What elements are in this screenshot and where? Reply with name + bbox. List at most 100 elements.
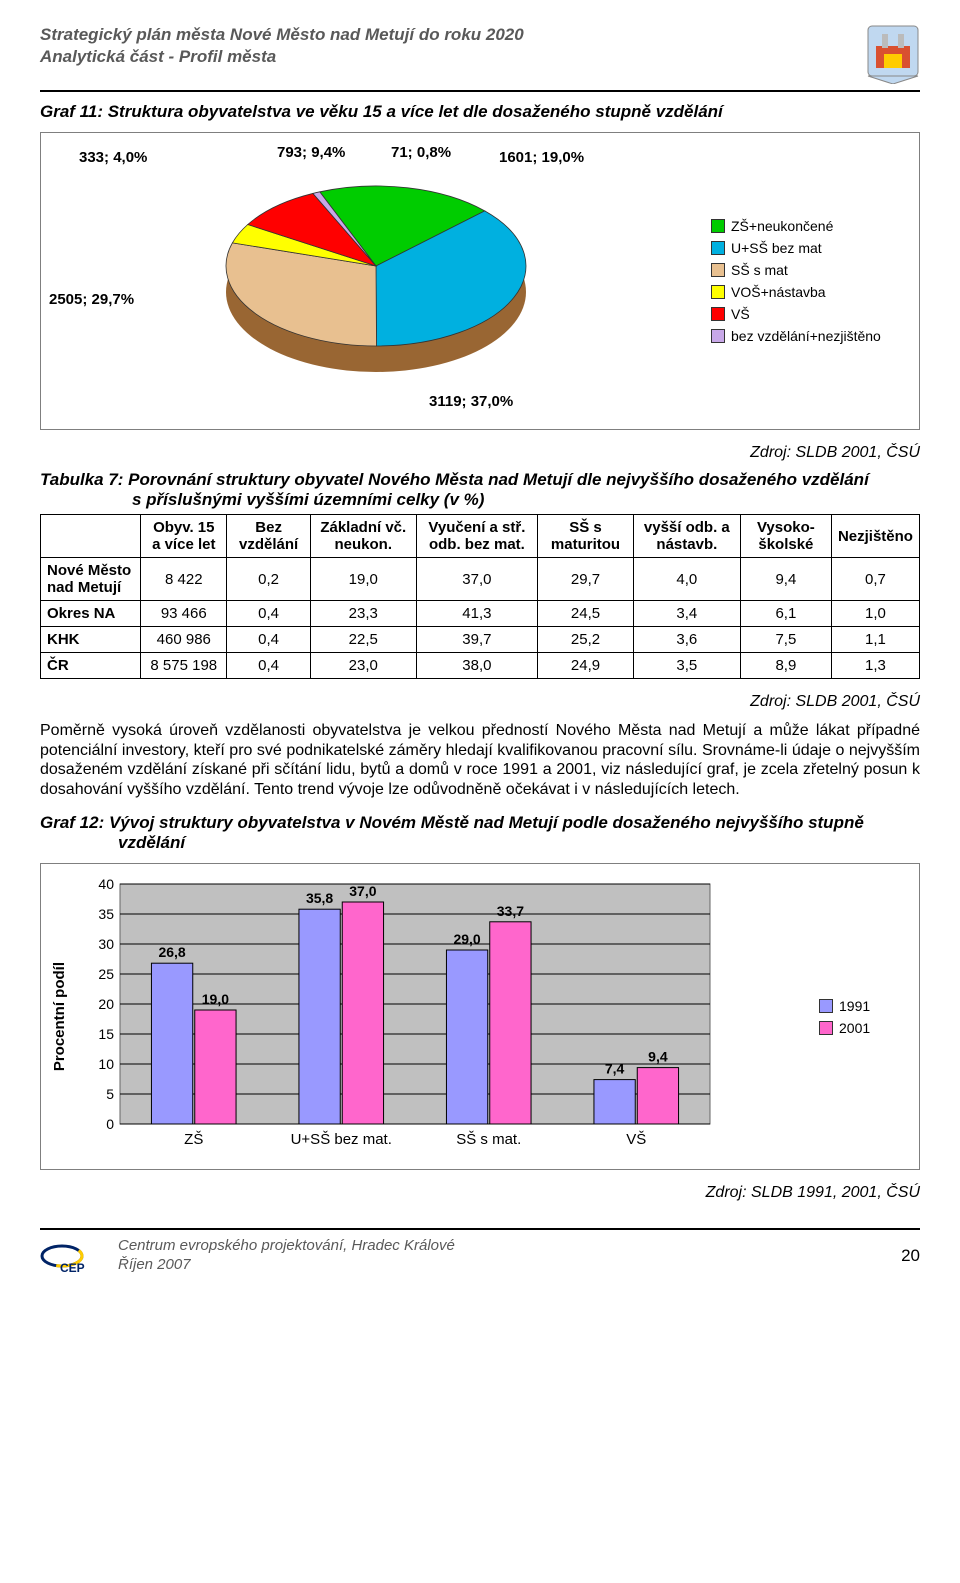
table-cell: 0,4 (227, 627, 311, 653)
page-number: 20 (901, 1246, 920, 1266)
pie-slice-label: 1601; 19,0% (499, 149, 584, 166)
svg-text:37,0: 37,0 (349, 883, 376, 899)
table-cell: Nové Město nad Metují (41, 558, 141, 601)
svg-text:0: 0 (106, 1116, 114, 1132)
table-cell: 1,3 (831, 653, 919, 679)
legend-item: bez vzdělání+nezjištěno (711, 328, 911, 344)
legend-label: VOŠ+nástavba (731, 284, 826, 300)
table-cell: 25,2 (538, 627, 634, 653)
page-header: Strategický plán města Nové Město nad Me… (40, 24, 920, 92)
svg-text:20: 20 (98, 996, 114, 1012)
legend-swatch (819, 1021, 833, 1035)
footer-line1: Centrum evropského projektování, Hradec … (118, 1237, 887, 1256)
pie-chart (166, 141, 586, 401)
legend-label: VŠ (731, 306, 750, 322)
graf11-source: Zdroj: SLDB 2001, ČSÚ (40, 444, 920, 462)
header-title: Strategický plán města Nové Město nad Me… (40, 24, 524, 68)
svg-text:10: 10 (98, 1056, 114, 1072)
table-cell: 3,6 (633, 627, 740, 653)
svg-text:29,0: 29,0 (453, 931, 480, 947)
legend-item: U+SŠ bez mat (711, 240, 911, 256)
svg-text:25: 25 (98, 966, 114, 982)
graf12-source: Zdroj: SLDB 1991, 2001, ČSÚ (40, 1184, 920, 1202)
table-cell: 38,0 (416, 653, 538, 679)
graf11-title: Graf 11: Struktura obyvatelstva ve věku … (40, 102, 920, 122)
table-header-cell: Vysoko-školské (740, 515, 831, 558)
table-cell: Okres NA (41, 601, 141, 627)
table-cell: 3,5 (633, 653, 740, 679)
table-cell: 93 466 (141, 601, 227, 627)
bar-chart-svg: 051015202530354026,819,0ZŠ35,837,0U+SŠ b… (80, 874, 720, 1154)
table-cell: 23,0 (310, 653, 416, 679)
bar-legend: 1991 2001 (819, 992, 909, 1042)
pie-slice-label: 793; 9,4% (277, 144, 345, 161)
table-row: KHK460 9860,422,539,725,23,67,51,1 (41, 627, 920, 653)
header-line2: Analytická část - Profil města (40, 46, 524, 68)
table-cell: 3,4 (633, 601, 740, 627)
table7-source: Zdroj: SLDB 2001, ČSÚ (40, 693, 920, 711)
header-line1: Strategický plán města Nové Město nad Me… (40, 24, 524, 46)
svg-text:CEP: CEP (60, 1261, 85, 1275)
legend-swatch (711, 219, 725, 233)
cep-logo-icon: CEP (40, 1236, 104, 1276)
table-row: Okres NA93 4660,423,341,324,53,46,11,0 (41, 601, 920, 627)
pie-slice-label: 333; 4,0% (79, 149, 147, 166)
table-cell: 23,3 (310, 601, 416, 627)
table-cell: 7,5 (740, 627, 831, 653)
table-cell: 460 986 (141, 627, 227, 653)
table7: Obyv. 15 a více letBez vzděláníZákladní … (40, 514, 920, 679)
svg-text:ZŠ: ZŠ (184, 1131, 203, 1148)
legend-swatch (711, 263, 725, 277)
legend-label: 2001 (839, 1020, 870, 1036)
graf12-title-l1: Graf 12: Vývoj struktury obyvatelstva v … (40, 813, 920, 833)
table-header-cell: Obyv. 15 a více let (141, 515, 227, 558)
legend-swatch (819, 999, 833, 1013)
table-cell: ČR (41, 653, 141, 679)
graf12-title-l2: vzdělání (118, 833, 920, 853)
svg-text:9,4: 9,4 (648, 1049, 668, 1065)
svg-text:5: 5 (106, 1086, 114, 1102)
legend-swatch (711, 285, 725, 299)
bar-y-label: Procentní podíl (51, 962, 68, 1071)
table-cell: 0,7 (831, 558, 919, 601)
svg-text:VŠ: VŠ (626, 1131, 646, 1148)
pie-slice-label: 2505; 29,7% (49, 291, 134, 308)
legend-label: bez vzdělání+nezjištěno (731, 328, 881, 344)
graf11-box: 1601; 19,0%3119; 37,0%2505; 29,7%333; 4,… (40, 132, 920, 430)
table-header-cell: SŠ s maturitou (538, 515, 634, 558)
table-cell: 39,7 (416, 627, 538, 653)
table-cell: 37,0 (416, 558, 538, 601)
table-cell: 41,3 (416, 601, 538, 627)
table-cell: 0,4 (227, 653, 311, 679)
table-header-cell: Nezjištěno (831, 515, 919, 558)
table-cell: 0,4 (227, 601, 311, 627)
table-cell: 8,9 (740, 653, 831, 679)
table-cell: 1,0 (831, 601, 919, 627)
legend-item: 2001 (819, 1020, 909, 1036)
svg-text:7,4: 7,4 (605, 1061, 625, 1077)
legend-item: ZŠ+neukončené (711, 218, 911, 234)
table-row: Nové Město nad Metují8 4220,219,037,029,… (41, 558, 920, 601)
svg-text:35: 35 (98, 906, 114, 922)
bar-chart: 051015202530354026,819,0ZŠ35,837,0U+SŠ b… (80, 874, 807, 1159)
svg-text:15: 15 (98, 1026, 114, 1042)
table7-caption-l1: Tabulka 7: Porovnání struktury obyvatel … (40, 470, 920, 490)
svg-text:30: 30 (98, 936, 114, 952)
table-cell: 22,5 (310, 627, 416, 653)
svg-text:40: 40 (98, 876, 114, 892)
body-paragraph: Poměrně vysoká úroveň vzdělanosti obyvat… (40, 721, 920, 799)
footer-line2: Říjen 2007 (118, 1256, 887, 1275)
table-cell: 8 422 (141, 558, 227, 601)
svg-text:19,0: 19,0 (202, 991, 229, 1007)
legend-swatch (711, 241, 725, 255)
table-header-cell: Vyučení a stř. odb. bez mat. (416, 515, 538, 558)
legend-label: ZŠ+neukončené (731, 218, 833, 234)
pie-legend: ZŠ+neukončenéU+SŠ bez matSŠ s matVOŠ+nás… (711, 212, 911, 350)
table-cell: 8 575 198 (141, 653, 227, 679)
legend-item: VOŠ+nástavba (711, 284, 911, 300)
legend-label: 1991 (839, 998, 870, 1014)
table-cell: 24,5 (538, 601, 634, 627)
table-header-cell: Bez vzdělání (227, 515, 311, 558)
footer-text: Centrum evropského projektování, Hradec … (118, 1237, 887, 1275)
table-header-cell: Základní vč. neukon. (310, 515, 416, 558)
